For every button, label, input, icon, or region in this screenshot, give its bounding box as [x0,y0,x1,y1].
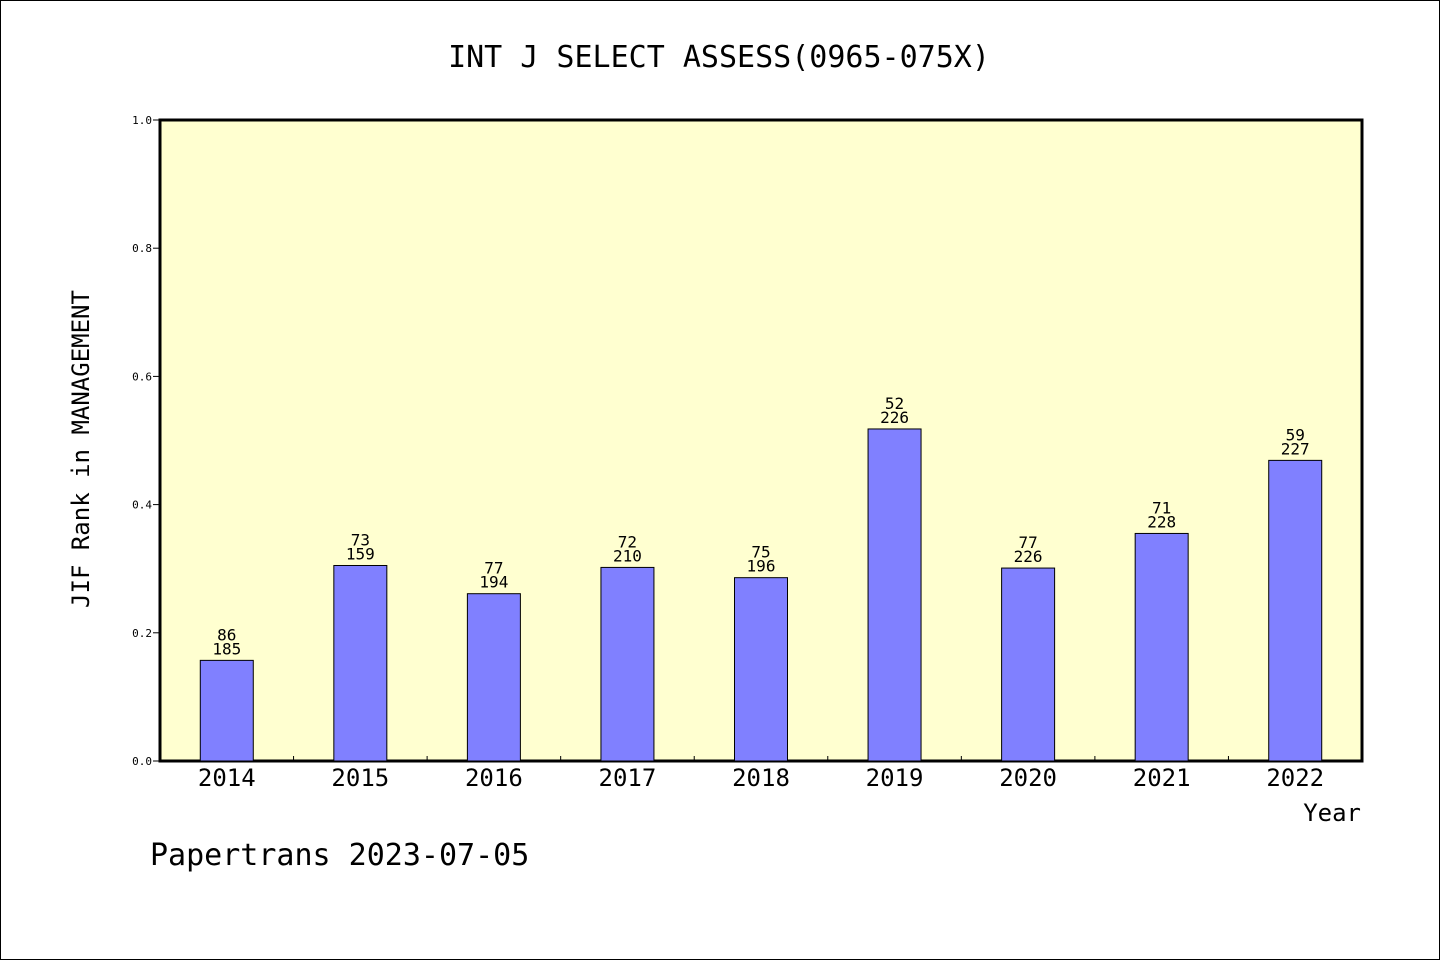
bar-rank-label: 86 [217,625,236,644]
bar-2022 [1268,459,1323,762]
y-axis: 0.0 0.2 0.4 0.6 0.8 1.0 [132,114,160,768]
bar-rank-label: 77 [484,559,503,578]
bar-2019 [867,428,922,762]
x-tick-label: 2018 [732,764,790,792]
bar-total-label: 185 [212,639,241,658]
bar-rank-label: 59 [1286,425,1305,444]
bar-2017 [600,566,655,762]
bar-2014 [199,659,254,762]
chart-title: INT J SELECT ASSESS(0965-075X) [448,40,990,75]
footer-credit: Papertrans 2023-07-05 [150,838,529,873]
x-axis: 2014 2015 2016 2017 2018 2019 2020 2021 2022 [198,756,1324,792]
y-tick-label: 1.0 [132,114,152,127]
bar-rank-label: 72 [618,532,637,551]
bar-rank-label: 77 [1018,533,1037,552]
bar-total-label: 159 [346,544,375,563]
x-tick-label: 2015 [331,764,389,792]
bar-total-label: 227 [1281,439,1310,458]
bar-2020 [1001,567,1056,762]
y-axis-title: JIF Rank in MANAGEMENT [67,290,95,608]
bar-total-label: 196 [747,557,776,576]
bar-rank-label: 75 [751,543,770,562]
bar-rank-label: 73 [351,530,370,549]
bar-rank-label: 52 [885,394,904,413]
y-tick-label: 0.4 [132,499,152,512]
bar-2018 [734,577,788,762]
x-tick-label: 2022 [1266,764,1324,792]
x-tick-label: 2019 [866,764,924,792]
bar-total-label: 228 [1147,512,1176,531]
bar-2021 [1134,532,1189,762]
x-tick-label: 2017 [599,764,657,792]
y-tick-label: 0.8 [132,242,152,255]
y-tick-label: 0.0 [132,755,152,768]
bar-total-label: 226 [1014,547,1043,566]
x-tick-label: 2016 [465,764,523,792]
x-axis-title: Year [1303,799,1361,827]
bar-total-label: 226 [880,408,909,427]
x-tick-label: 2014 [198,764,256,792]
x-tick-label: 2020 [999,764,1057,792]
bar-2015 [333,564,388,762]
y-tick-label: 0.6 [132,370,152,383]
bar-total-label: 210 [613,546,642,565]
x-tick-label: 2021 [1133,764,1191,792]
bar-rank-label: 71 [1152,498,1171,517]
y-tick-label: 0.2 [132,627,152,640]
bar-2016 [466,593,521,762]
bar-total-label: 194 [479,573,508,592]
